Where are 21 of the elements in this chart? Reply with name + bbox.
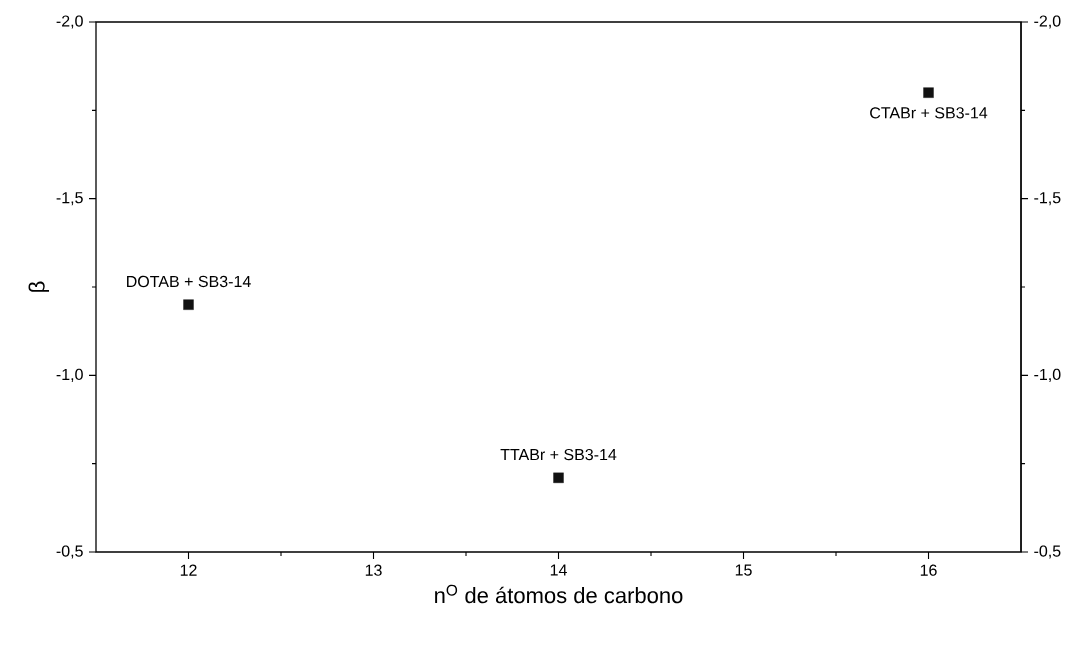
y2-tick-label: -0,5 [1034, 545, 1061, 559]
x-tick-label: 13 [365, 564, 382, 576]
y-tick-label: -2,0 [56, 15, 83, 29]
x-axis-title: n$^{O}$ de átomos de carbono [435, 584, 683, 604]
y-axis-title: β [28, 281, 50, 292]
point [183, 299, 194, 310]
y2-tick-label: -1,5 [1034, 192, 1061, 206]
x-tick-label: 15 [735, 564, 752, 576]
x-tick-label: 16 [920, 564, 937, 576]
x-tick-label: 14 [550, 564, 567, 576]
y-tick-label: -1,5 [56, 192, 83, 206]
annotation: TTABr + SB3-14 [500, 448, 617, 461]
y-tick-label: -1,0 [56, 368, 83, 382]
x-tick-label: 12 [180, 564, 197, 576]
annotation: CTABr + SB3-14 [870, 107, 988, 119]
point [923, 87, 934, 98]
point [553, 472, 564, 483]
y2-tick-label: -2,0 [1034, 15, 1061, 29]
y2-tick-label: -1,0 [1034, 368, 1061, 382]
y-tick-label: -0,5 [56, 545, 83, 559]
annotation: DOTAB + SB3-14 [127, 275, 251, 288]
